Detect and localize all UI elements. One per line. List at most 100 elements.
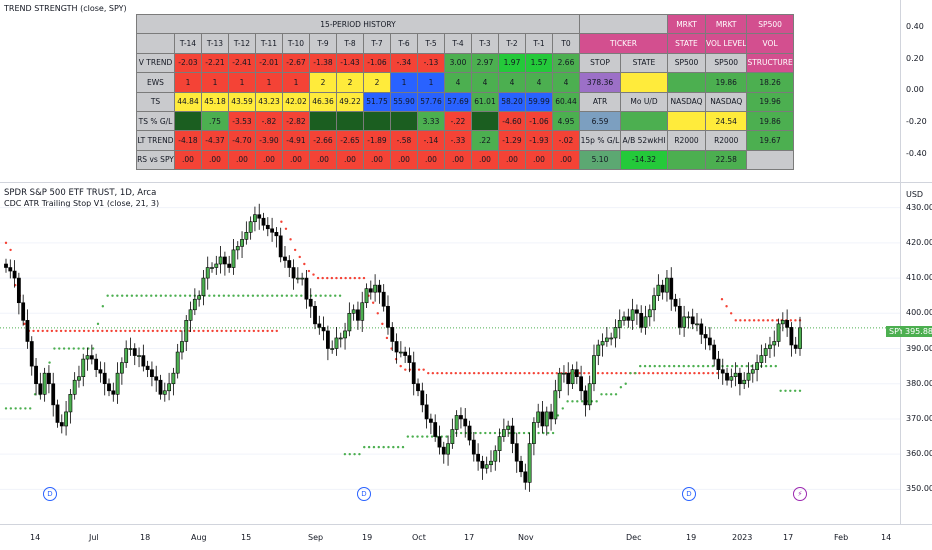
trailing-stop-red-dot <box>656 371 659 375</box>
candle-down <box>377 284 382 293</box>
candle-up <box>231 249 236 268</box>
trailing-stop-red-dot <box>679 371 682 375</box>
candle-down <box>574 369 579 377</box>
candle-down <box>145 365 150 370</box>
trailing-stop-red-dot <box>615 371 618 375</box>
trailing-stop-red-dot <box>422 368 425 371</box>
candle-up <box>729 376 734 381</box>
table-cell: -2.21 <box>201 52 229 74</box>
trailing-stop-green-dot <box>430 435 434 438</box>
trailing-stop-red-dot <box>495 371 499 375</box>
time-axis-border <box>0 524 932 525</box>
trailing-stop-red-dot <box>137 329 141 333</box>
dividend-marker[interactable]: D <box>357 487 371 501</box>
trailing-stop-red-dot <box>358 276 361 280</box>
price-chart[interactable] <box>0 183 900 507</box>
trailing-stop-red-dot <box>353 276 357 280</box>
table-cell: -.34 <box>390 52 418 74</box>
trailing-stop-red-dot <box>670 371 673 375</box>
trailing-stop-green-dot <box>111 294 114 297</box>
trailing-stop-red-dot <box>449 371 453 375</box>
candle-down <box>523 471 528 483</box>
table-cell: STOP <box>579 52 621 74</box>
trailing-stop-red-dot <box>73 329 77 333</box>
price-axis-label: 360.00 <box>906 449 932 459</box>
candle-down <box>89 355 94 360</box>
trailing-stop-red-dot <box>665 371 669 375</box>
table-cell: 4 <box>444 72 472 93</box>
trailing-stop-green-dot <box>77 347 80 350</box>
trailing-stop-green-dot <box>726 364 729 368</box>
candle-up <box>798 327 802 349</box>
trailing-stop-red-dot <box>537 371 540 375</box>
split-marker[interactable]: ⚡ <box>793 487 807 501</box>
trailing-stop-green-dot <box>212 294 216 297</box>
table-cell: 57.76 <box>417 91 445 112</box>
candle-up <box>570 369 575 385</box>
candle-up <box>188 309 193 321</box>
candle-up <box>137 355 141 357</box>
trailing-stop-red-dot <box>417 368 421 371</box>
trailing-stop-green-dot <box>793 389 797 392</box>
trailing-stop-red-dot <box>4 241 8 245</box>
trailing-stop-red-dot <box>156 329 159 333</box>
table-cell: -.22 <box>444 110 472 132</box>
trailing-stop-red-dot <box>261 329 265 333</box>
trailing-stop-green-dot <box>62 347 66 350</box>
trailing-stop-red-dot <box>684 371 687 375</box>
candle-down <box>480 460 485 469</box>
trailing-stop-red-dot <box>326 276 329 280</box>
table-cell: -.13 <box>417 52 445 74</box>
dividend-marker[interactable]: D <box>682 487 696 501</box>
candle-down <box>222 256 227 265</box>
table-cell: -1.06 <box>525 110 553 132</box>
trailing-stop-green-dot <box>9 407 13 410</box>
table-cell: -.58 <box>390 130 418 151</box>
table-cell: 1 <box>228 72 256 93</box>
candle-up <box>604 337 609 342</box>
candle-down <box>785 320 790 328</box>
candle-up <box>665 277 669 293</box>
table-cell: -4.37 <box>201 130 229 151</box>
candle-up <box>218 256 223 265</box>
table-cell: 1.57 <box>525 52 553 74</box>
trailing-stop-red-dot <box>234 329 237 333</box>
candle-down <box>94 358 99 370</box>
table-cell: 1.97 <box>498 52 526 74</box>
candle-down <box>4 263 8 268</box>
candle-up <box>553 390 558 420</box>
candle-down <box>690 316 695 325</box>
dividend-marker[interactable]: D <box>43 487 57 501</box>
candle-up <box>609 337 614 340</box>
time-axis[interactable]: 14 Jul 18 Aug 15 Sep 19 Oct 17 Nov Dec 19 2023 17 Feb 1… <box>0 526 900 550</box>
candle-down <box>626 316 631 321</box>
candle-up <box>630 309 635 321</box>
candle-down <box>55 404 60 423</box>
candle-up <box>343 330 347 339</box>
candle-down <box>308 298 313 307</box>
table-cell: TS % G/L <box>136 110 175 132</box>
table-cell: 3.33 <box>417 110 445 132</box>
table-header-mrkt-1: MRKT <box>667 13 706 35</box>
candle-down <box>111 390 116 395</box>
trailing-stop-red-dot <box>23 322 26 326</box>
candle-down <box>566 372 571 385</box>
pane-separator[interactable] <box>0 182 932 183</box>
trailing-stop-green-dot <box>789 389 792 392</box>
trailing-stop-green-dot <box>382 445 385 449</box>
table-cell: -1.93 <box>525 130 553 151</box>
table-cell: -2.01 <box>255 52 283 74</box>
trailing-stop-red-dot <box>482 371 485 375</box>
trailing-stop-red-dot <box>50 329 54 333</box>
trailing-stop-green-dot <box>125 294 129 297</box>
table-cell: 2.66 <box>552 52 580 74</box>
table-cell: V TREND <box>136 52 175 74</box>
time-axis-label: 17 <box>783 533 794 542</box>
candle-down <box>476 453 481 462</box>
trailing-stop-green-dot <box>421 435 424 438</box>
table-cell: -1.38 <box>309 52 337 74</box>
trailing-stop-red-dot <box>674 371 678 375</box>
trailing-stop-red-dot <box>220 329 223 333</box>
table-cell: .00 <box>444 149 472 171</box>
price-axis[interactable]: 430.00 420.00 410.00 400.00 390.00 380.00 370.… <box>900 183 932 507</box>
